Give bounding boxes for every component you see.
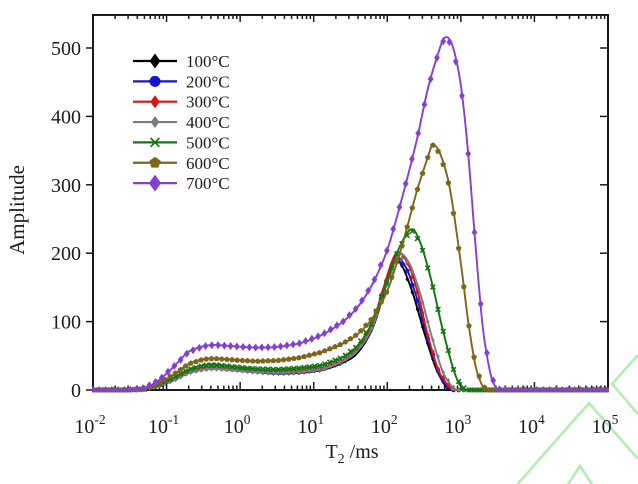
x-axis-label: T2 /ms [325, 441, 378, 467]
axis-ticks [86, 15, 609, 391]
y-tick-label-500: 500 [51, 38, 81, 60]
legend-entry-700C: 700°C [133, 174, 230, 193]
plot-area [92, 36, 609, 393]
legend-entry-100C: 100°C [133, 52, 230, 71]
legend-entry-500C: 500°C [133, 133, 230, 152]
series-markers [92, 37, 609, 393]
legend-entry-600C: 600°C [133, 154, 230, 173]
series-500C [92, 228, 609, 393]
legend-entry-200C: 200°C [133, 72, 230, 91]
legend-label: 700°C [186, 174, 230, 193]
x-tick-label-10e0: 100 [224, 412, 251, 438]
legend-entry-300C: 300°C [133, 93, 230, 112]
x-tick-label-10e2: 102 [371, 412, 398, 438]
legend-label: 500°C [186, 133, 230, 152]
y-tick-label-200: 200 [51, 243, 81, 265]
tick-labels: 10-2 10-1 100 101 102 103 104 105 0 100 200 300 400 5… [51, 38, 619, 438]
y-tick-label-300: 300 [51, 175, 81, 197]
watermark-logo [515, 354, 638, 484]
x-tick-label-10e-1: 10-1 [148, 412, 179, 438]
x-tick-label-10e3: 103 [444, 412, 471, 438]
y-axis-label: Amplitude [5, 165, 29, 255]
x-tick-label-10e1: 101 [297, 412, 324, 438]
legend-label: 600°C [186, 154, 230, 173]
legend-label: 400°C [186, 113, 230, 132]
plot-frame [92, 14, 609, 391]
x-tick-label-10e-2: 10-2 [74, 412, 105, 438]
y-tick-label-400: 400 [51, 106, 81, 128]
series-700C [92, 36, 609, 393]
y-tick-label-0: 0 [71, 380, 81, 402]
legend-label: 100°C [186, 52, 230, 71]
legend-label: 200°C [186, 72, 230, 91]
y-tick-label-100: 100 [51, 312, 81, 334]
x-tick-label-10e5: 105 [592, 412, 619, 438]
legend-entry-400C: 400°C [133, 113, 230, 132]
legend-label: 300°C [186, 93, 230, 112]
series-markers [92, 228, 609, 393]
x-tick-label-10e4: 104 [518, 412, 545, 438]
